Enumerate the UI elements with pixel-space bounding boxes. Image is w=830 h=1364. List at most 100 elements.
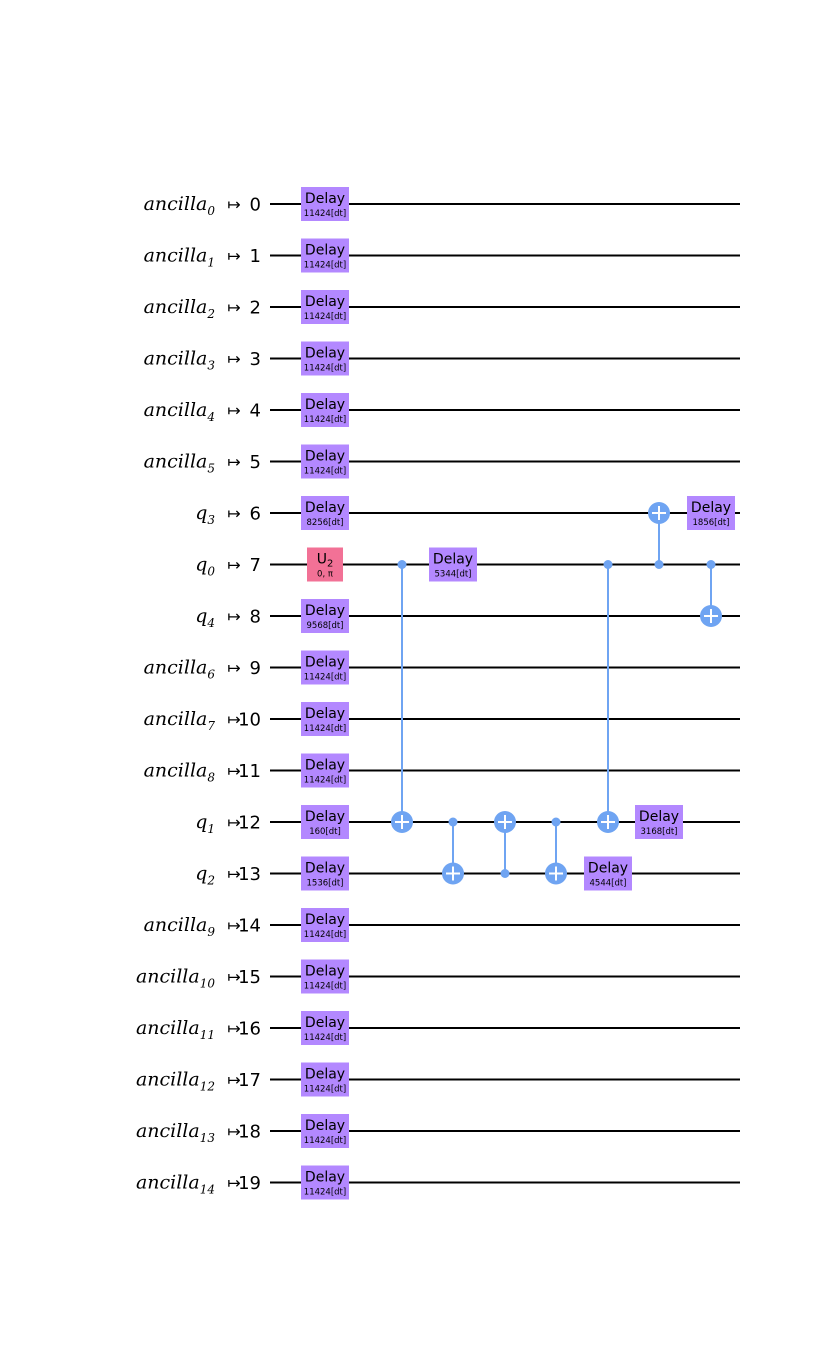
gate-label: Delay: [305, 1067, 345, 1083]
delay-gate: Delay 11424[dt]: [301, 1011, 349, 1045]
maps-to-arrow: ↦: [227, 916, 240, 935]
gate-name: Delay: [305, 809, 345, 825]
qubit-subscript: 11: [200, 1028, 215, 1042]
gate-label: Delay: [305, 449, 345, 465]
qubit-label: ancilla11: [136, 1017, 215, 1042]
cnot-gate: [700, 560, 722, 627]
gate-box: [301, 496, 349, 530]
gate-name: Delay: [691, 500, 731, 516]
gate-name: Delay: [305, 449, 345, 465]
qubit-name: ancilla: [144, 657, 208, 679]
qubit-name: ancilla: [136, 1069, 200, 1091]
qubit-label: q0: [195, 554, 215, 579]
gate-box: [301, 599, 349, 633]
physical-qubit-index: 11: [238, 761, 261, 782]
gate-box: [301, 702, 349, 736]
gate-box: [429, 547, 477, 582]
gate-label: Delay: [305, 1118, 345, 1134]
maps-to-arrow: ↦: [227, 298, 240, 317]
gate-box: [301, 1011, 349, 1045]
qubit-subscript: 0: [207, 565, 215, 579]
cnot-gate: [597, 560, 619, 833]
gate-parameter: 11424[dt]: [304, 1085, 346, 1095]
qubit-name: ancilla: [136, 1120, 200, 1142]
gate-parameter: 11424[dt]: [304, 261, 346, 271]
gate-label: Delay: [305, 346, 345, 362]
qubit-name: ancilla: [144, 348, 208, 370]
cnot-gate: [545, 817, 567, 885]
gate-name: Delay: [305, 346, 345, 362]
maps-to-arrow: ↦: [227, 865, 240, 884]
qubit-label: ancilla4: [144, 399, 215, 424]
qubit-subscript: 1: [207, 822, 215, 836]
gate-name-subscript: 2: [327, 559, 333, 570]
cnot-control-dot: [500, 869, 510, 878]
qubit-label: ancilla6: [144, 657, 216, 682]
gate-parameter: 11424[dt]: [304, 1033, 346, 1043]
qubit-label: ancilla10: [136, 966, 215, 991]
cnot-control-dot: [397, 560, 407, 569]
gate-box: [301, 753, 349, 788]
gate-box: [301, 238, 349, 273]
qubit-name: ancilla: [144, 245, 208, 267]
gate-parameter: 3168[dt]: [641, 827, 678, 837]
delay-gate: Delay 11424[dt]: [301, 290, 349, 324]
gate-name: Delay: [305, 243, 345, 259]
qubit-subscript: 2: [206, 307, 215, 321]
gate-label: Delay: [588, 861, 628, 877]
maps-to-arrow: ↦: [227, 1071, 240, 1090]
qubit-subscript: 7: [207, 719, 215, 733]
gate-name: Delay: [305, 964, 345, 980]
gate-box: [301, 290, 349, 324]
delay-gate: Delay 11424[dt]: [301, 444, 349, 479]
delay-gate: Delay 1536[dt]: [301, 856, 349, 891]
qubit-label: ancilla8: [144, 760, 216, 785]
gate-parameter: 11424[dt]: [304, 930, 346, 940]
gate-parameter: 1536[dt]: [307, 879, 344, 889]
qubit-name: ancilla: [136, 1172, 200, 1194]
maps-to-arrow: ↦: [227, 968, 240, 987]
gate-name: Delay: [305, 912, 345, 928]
gate-parameter: 8256[dt]: [307, 518, 344, 528]
gate-name: Delay: [305, 191, 345, 207]
maps-to-arrow: ↦: [227, 453, 240, 472]
gate-parameter: 5344[dt]: [435, 570, 472, 580]
delay-gate: Delay 11424[dt]: [301, 753, 349, 788]
gate-name: Delay: [305, 861, 345, 877]
gate-name: Delay: [305, 603, 345, 619]
qubit-name: ancilla: [144, 914, 208, 936]
maps-to-arrow: ↦: [227, 401, 240, 420]
gate-box: [301, 1114, 349, 1148]
gate-name: Delay: [305, 294, 345, 310]
delay-gate: Delay 11424[dt]: [301, 187, 349, 221]
physical-qubit-index: 4: [250, 401, 261, 422]
gate-name: Delay: [305, 706, 345, 722]
qubit-subscript: 1: [207, 256, 215, 270]
qubit-subscript: 13: [200, 1131, 216, 1145]
qubit-subscript: 5: [207, 462, 215, 476]
qubit-label: q3: [195, 502, 215, 527]
qubit-name: ancilla: [144, 399, 208, 421]
physical-qubit-index: 1: [250, 246, 261, 267]
gate-label: Delay: [305, 603, 345, 619]
physical-qubit-index: 0: [250, 195, 261, 216]
gate-parameter: 11424[dt]: [304, 467, 346, 477]
gate-parameter: 11424[dt]: [304, 982, 346, 992]
gate-name: Delay: [305, 397, 345, 413]
gate-box: [301, 393, 349, 427]
cnot-control-dot: [706, 560, 716, 569]
gate-label: Delay: [305, 1170, 345, 1186]
qubit-name: ancilla: [136, 1017, 200, 1039]
gate-parameter: 1856[dt]: [693, 518, 730, 528]
gates: Delay 11424[dt] Delay 11424[dt] Delay 11424[d…: [301, 187, 735, 1200]
qubit-name: ancilla: [144, 708, 208, 730]
maps-to-arrow: ↦: [227, 504, 240, 523]
qubit-subscript: 0: [207, 204, 215, 218]
gate-label: Delay: [305, 294, 345, 310]
delay-gate: Delay 11424[dt]: [301, 1062, 349, 1097]
cnot-gate: [494, 811, 516, 878]
gate-box: [687, 496, 735, 530]
gate-name: Delay: [305, 1015, 345, 1031]
gate-name: Delay: [305, 655, 345, 671]
